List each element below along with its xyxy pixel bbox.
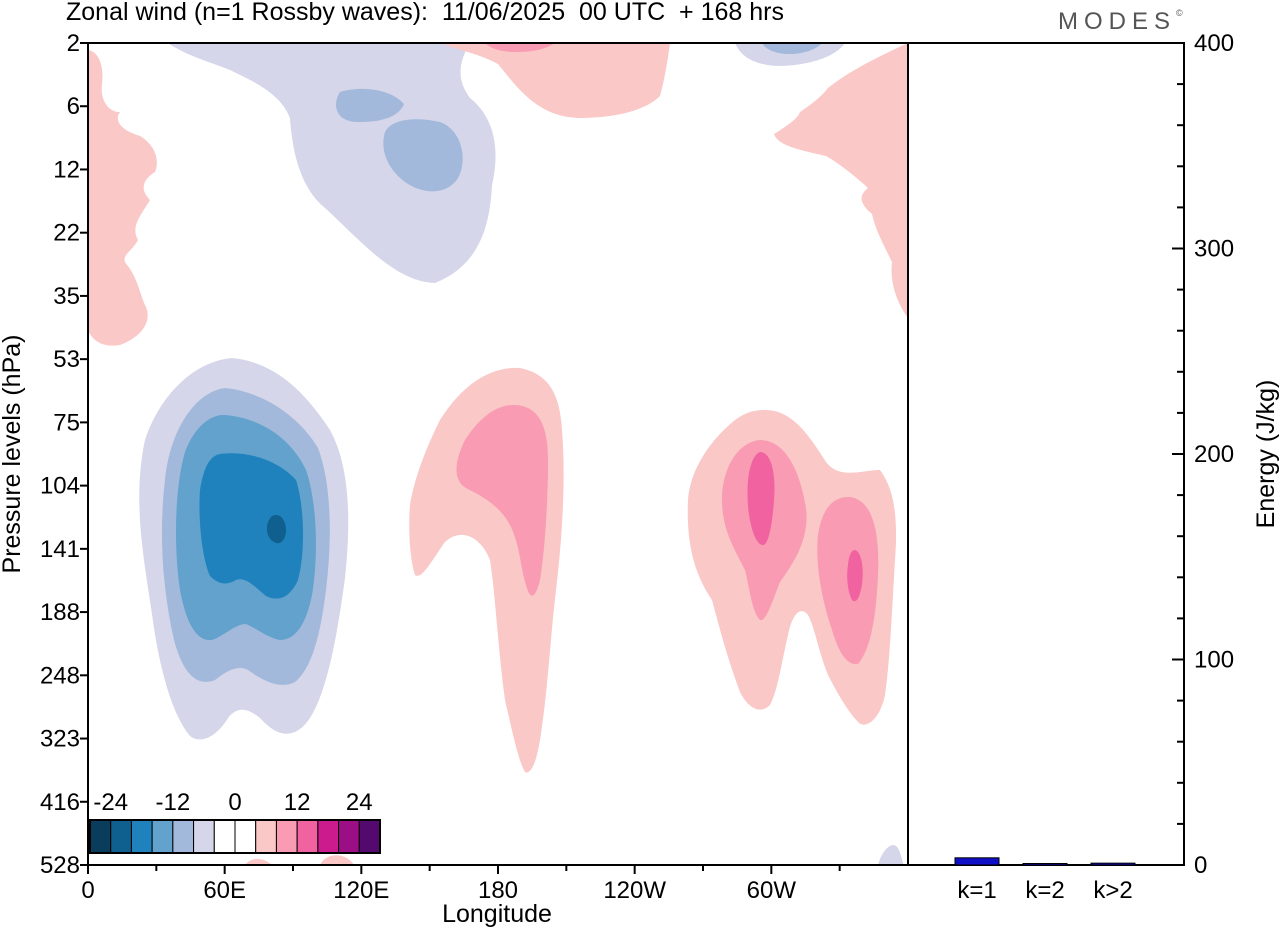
contour-pos-2-top-center xyxy=(485,43,555,52)
colorbar-swatch xyxy=(275,819,298,854)
colorbar-label: 0 xyxy=(228,789,241,816)
colorbar-label: 12 xyxy=(284,789,311,816)
energy-axis-label: Energy (J/kg) xyxy=(1252,380,1280,529)
energy-axis-ticks: 0 100 200 300 400 xyxy=(1172,30,1234,879)
contour-neg-4-lower xyxy=(199,453,304,599)
contour-pos-1-left-edge xyxy=(88,50,157,346)
y-tick-label: 2 xyxy=(67,30,80,57)
contour-pos-2-mid xyxy=(456,404,548,596)
colorbar-swatch xyxy=(130,819,153,854)
contour-pos-3-right-a xyxy=(747,452,775,545)
contour-pos-1-bottom-a xyxy=(245,858,272,865)
y-tick-label: 323 xyxy=(40,726,80,753)
colorbar-swatch xyxy=(110,819,132,854)
colorbar-swatch xyxy=(213,819,236,854)
y-tick-label: 104 xyxy=(40,473,80,500)
energy-tick-label: 200 xyxy=(1194,441,1234,468)
x-tick-label: 120W xyxy=(603,877,666,904)
y-tick-label: 248 xyxy=(40,662,80,689)
x-axis-ticks: 0 60E 120E 180 120W 60W xyxy=(81,865,841,904)
brand-logo: MODES© xyxy=(1058,8,1183,36)
x-axis-label: Longitude xyxy=(442,900,552,928)
contour-neg-2-upper-b xyxy=(383,119,463,192)
contour-neg-1-top-right xyxy=(735,43,845,66)
chart-title: Zonal wind (n=1 Rossby waves): 11/06/202… xyxy=(66,0,784,26)
contour-pos-1-top-center xyxy=(440,43,670,118)
contour-pos-3-right-b xyxy=(847,550,863,602)
x-tick-label: 180 xyxy=(478,877,518,904)
energy-category-label: k>2 xyxy=(1093,877,1132,904)
y-tick-label: 141 xyxy=(40,536,80,563)
y-tick-label: 35 xyxy=(53,283,80,310)
contour-field xyxy=(88,43,908,865)
y-tick-label: 22 xyxy=(53,220,80,247)
bar-frame xyxy=(907,42,1185,866)
energy-bar xyxy=(1022,863,1068,866)
y-tick-label: 528 xyxy=(40,852,80,879)
contour-neg-2-upper-a xyxy=(335,88,404,122)
contour-neg-5-lower xyxy=(266,514,286,544)
colorbar-label: -12 xyxy=(156,789,191,816)
y-tick-label: 416 xyxy=(40,789,80,816)
colorbar-swatch xyxy=(151,819,174,854)
contour-neg-1-upper xyxy=(168,43,496,283)
colorbar-swatch xyxy=(358,819,381,854)
contour-pos-1-right-upper xyxy=(774,43,908,318)
colorbar-label: -24 xyxy=(93,789,128,816)
colorbar-swatch xyxy=(193,819,215,854)
energy-bar xyxy=(1090,862,1136,866)
colorbar: -24 -12 0 12 24 xyxy=(89,789,381,854)
y-tick-label: 6 xyxy=(67,93,80,120)
y-tick-label: 12 xyxy=(53,156,80,183)
x-tick-label: 120E xyxy=(333,877,389,904)
x-tick-label: 0 xyxy=(81,877,94,904)
colorbar-swatch xyxy=(89,819,112,854)
x-tick-label: 60W xyxy=(747,877,797,904)
colorbar-swatch xyxy=(296,819,319,854)
contour-pos-1-bottom-b xyxy=(320,855,354,865)
energy-category-label: k=1 xyxy=(957,877,996,904)
colorbar-frame xyxy=(89,819,381,854)
y-axis-ticks: 2 6 12 22 35 53 75 104 141 188 248 323 416 528 xyxy=(40,30,88,879)
energy-tick-label: 0 xyxy=(1194,852,1207,879)
brand-name: MODES xyxy=(1058,8,1177,35)
colorbar-swatch xyxy=(172,819,195,854)
colorbar-swatch xyxy=(234,819,257,854)
energy-bar xyxy=(954,857,1000,866)
colorbar-label: 24 xyxy=(346,789,373,816)
x-tick-label: 60E xyxy=(203,877,246,904)
y-tick-label: 53 xyxy=(53,346,80,373)
y-axis-label: Pressure levels (hPa) xyxy=(0,335,26,574)
energy-tick-label: 100 xyxy=(1194,647,1234,674)
colorbar-swatch xyxy=(338,819,360,854)
colorbar-swatch xyxy=(317,819,340,854)
brand-mark: © xyxy=(1176,8,1183,18)
energy-bars: k=1 k=2 k>2 xyxy=(954,857,1136,904)
y-tick-label: 188 xyxy=(40,599,80,626)
energy-category-label: k=2 xyxy=(1025,877,1064,904)
contour-neg-1-bottom xyxy=(878,845,904,865)
contour-neg-2-top-right xyxy=(762,43,822,54)
energy-tick-label: 300 xyxy=(1194,236,1234,263)
colorbar-swatch xyxy=(255,819,277,854)
y-tick-label: 75 xyxy=(53,409,80,436)
energy-tick-label: 400 xyxy=(1194,30,1234,57)
